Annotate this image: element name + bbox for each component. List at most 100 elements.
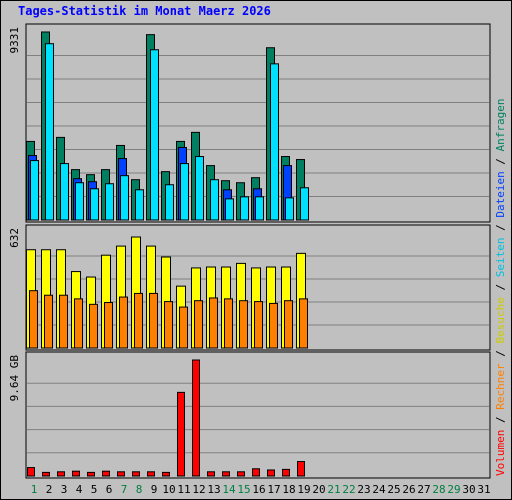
bar-volumen [147,471,155,477]
max-label-visits: 632 [8,228,21,248]
bar-seiten [120,175,129,221]
day-label: 27 [417,483,430,496]
bar-seiten [300,187,309,221]
day-label: 19 [297,483,310,496]
bar-seiten [60,163,69,221]
bar-rechner [224,298,233,349]
bar-volumen [27,467,35,477]
day-label: 16 [252,483,265,496]
bar-seiten [45,43,54,221]
legend-separator: / [494,344,507,364]
bar-rechner [59,294,68,349]
bar-rechner [254,301,263,349]
bar-seiten [135,189,144,221]
bar-volumen [42,471,50,477]
bar-volumen [87,471,95,477]
day-label: 14 [222,483,236,496]
day-label: 11 [177,483,190,496]
legend-item-dateien: Dateien [494,171,507,217]
bar-volumen [162,471,170,477]
bar-seiten [195,156,204,221]
bar-rechner [209,297,218,349]
day-label: 21 [327,483,340,496]
day-label: 30 [462,483,475,496]
bar-rechner [284,300,293,349]
legend-item-rechner: Rechner [494,363,507,410]
bar-volumen [282,468,290,477]
bar-rechner [164,301,173,349]
day-label: 18 [282,483,295,496]
legend-item-anfragen: Anfragen [494,98,507,151]
bar-seiten [75,182,84,221]
bar-rechner [134,292,143,349]
day-label: 15 [237,483,250,496]
bar-volumen [267,469,275,477]
bar-seiten [90,188,99,221]
day-label: 3 [61,483,68,496]
day-label: 13 [207,483,220,496]
bar-rechner [29,290,38,349]
bar-volumen [192,359,200,477]
day-label: 20 [312,483,325,496]
chart-title: Tages-Statistik im Monat Maerz 2026 [18,4,271,18]
bar-volumen [57,471,65,477]
legend-right: Volumen / Rechner / Besuche / Seiten / D… [494,98,507,476]
bar-seiten [180,163,189,221]
bar-volumen [177,391,185,477]
panel-volume [25,351,491,479]
day-label: 6 [106,483,113,496]
day-label: 5 [91,483,98,496]
bar-rechner [269,302,278,349]
bar-volumen [237,471,245,477]
bar-volumen [72,470,80,477]
max-label-requests: 9331 [8,27,21,54]
bar-seiten [165,184,174,221]
legend-separator: / [494,218,507,238]
legend-separator: / [494,410,507,430]
bar-volumen [252,468,260,477]
day-label: 12 [192,483,205,496]
bar-seiten [255,196,264,221]
bar-rechner [89,303,98,349]
bar-seiten [105,183,114,221]
bar-seiten [285,197,294,221]
day-label: 23 [357,483,370,496]
bar-seiten [240,196,249,221]
bar-rechner [299,298,308,349]
bar-rechner [194,300,203,349]
bar-rechner [104,302,113,349]
bar-rechner [44,294,53,349]
bar-seiten [225,198,234,221]
day-label: 1 [31,483,38,496]
legend-item-seiten: Seiten [494,238,507,278]
max-label-volume: 9.64 GB [8,355,21,402]
bar-seiten [210,179,219,221]
bar-volumen [132,471,140,477]
day-label: 28 [432,483,445,496]
day-label: 2 [46,483,53,496]
bar-rechner [149,292,158,349]
legend-item-volumen: Volumen [494,430,507,476]
day-label: 26 [402,483,415,496]
bar-volumen [207,471,215,477]
day-label: 9 [151,483,158,496]
bar-rechner [74,298,83,349]
day-label: 24 [372,483,386,496]
bar-rechner [239,300,248,349]
bar-volumen [222,471,230,477]
day-label: 25 [387,483,400,496]
day-label: 10 [162,483,175,496]
day-label: 7 [121,483,128,496]
bar-rechner [179,306,188,349]
day-label: 22 [342,483,355,496]
day-label: 4 [76,483,83,496]
bar-seiten [270,63,279,221]
day-label: 8 [136,483,143,496]
day-label: 31 [477,483,490,496]
bar-seiten [150,49,159,221]
bar-seiten [30,160,39,221]
legend-item-besuche: Besuche [494,297,507,343]
bar-volumen [102,470,110,477]
day-label: 29 [447,483,460,496]
